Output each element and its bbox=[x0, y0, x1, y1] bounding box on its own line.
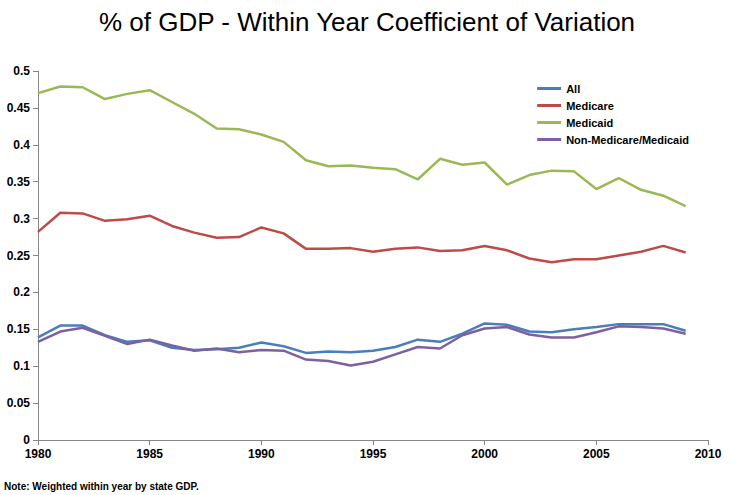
svg-text:2000: 2000 bbox=[471, 447, 498, 461]
svg-text:Note: Weighted within year by: Note: Weighted within year by state GDP. bbox=[4, 481, 199, 492]
svg-text:All: All bbox=[566, 83, 580, 95]
svg-text:1995: 1995 bbox=[360, 447, 387, 461]
svg-text:1985: 1985 bbox=[136, 447, 163, 461]
svg-text:2005: 2005 bbox=[583, 447, 610, 461]
svg-text:0.4: 0.4 bbox=[13, 138, 30, 152]
svg-text:0.5: 0.5 bbox=[13, 64, 30, 78]
svg-text:Medicare: Medicare bbox=[566, 100, 614, 112]
svg-text:1990: 1990 bbox=[248, 447, 275, 461]
svg-text:0.35: 0.35 bbox=[7, 175, 31, 189]
svg-text:0.2: 0.2 bbox=[13, 285, 30, 299]
svg-text:% of GDP - Within Year Coeffic: % of GDP - Within Year Coefficient of Va… bbox=[99, 7, 635, 37]
svg-text:1980: 1980 bbox=[25, 447, 52, 461]
svg-text:0.45: 0.45 bbox=[7, 101, 31, 115]
svg-text:0.3: 0.3 bbox=[13, 212, 30, 226]
svg-text:0: 0 bbox=[23, 433, 30, 447]
svg-text:Medicaid: Medicaid bbox=[566, 117, 613, 129]
svg-text:Non-Medicare/Medicaid: Non-Medicare/Medicaid bbox=[566, 134, 689, 146]
svg-text:0.15: 0.15 bbox=[7, 322, 31, 336]
svg-text:0.1: 0.1 bbox=[13, 359, 30, 373]
svg-text:0.25: 0.25 bbox=[7, 249, 31, 263]
svg-text:2010: 2010 bbox=[695, 447, 722, 461]
svg-text:0.05: 0.05 bbox=[7, 396, 31, 410]
